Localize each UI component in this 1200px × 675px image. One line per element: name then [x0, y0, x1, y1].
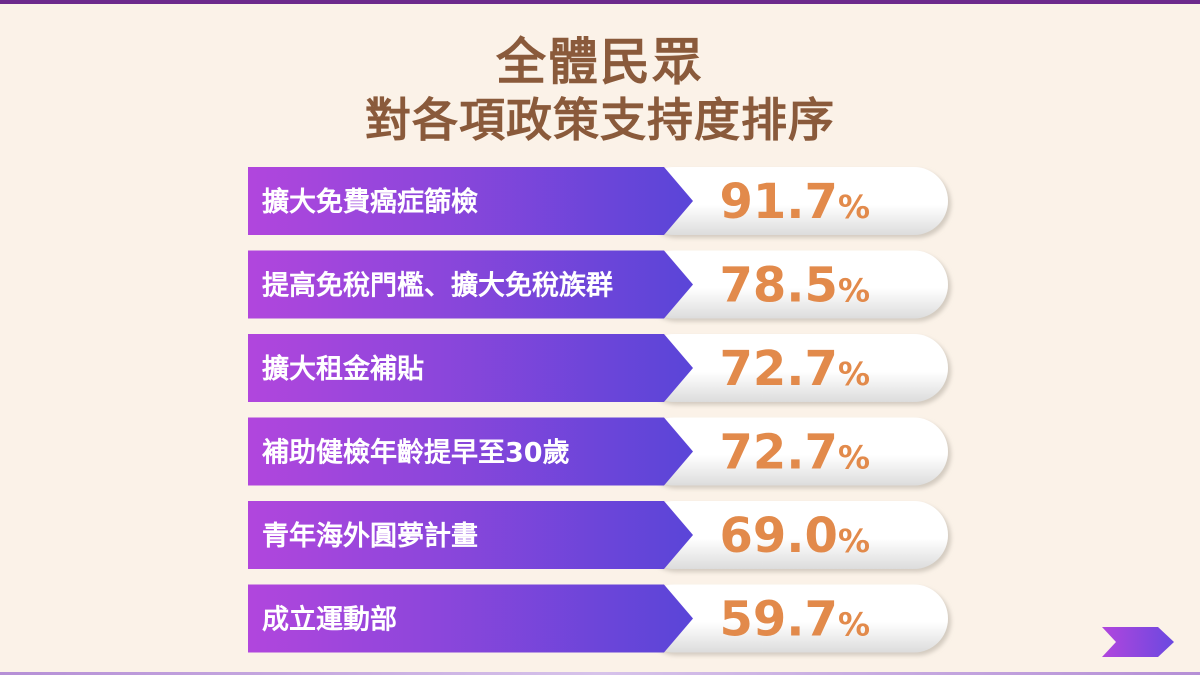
- policy-label-bar: [248, 584, 693, 653]
- policy-label-bar: [248, 501, 693, 569]
- percent-sign: %: [838, 439, 870, 477]
- percent-sign: %: [838, 188, 870, 226]
- percent-sign: %: [838, 272, 870, 310]
- policy-row: 青年海外圓夢計畫 69.0%: [248, 501, 948, 569]
- policy-label: 補助健檢年齡提早至30歲: [261, 437, 570, 469]
- policy-row: 提高免稅門檻、擴大免稅族群 78.5%: [248, 250, 948, 319]
- title-line-1: 全體民眾: [496, 33, 704, 91]
- value-pill: [640, 334, 948, 402]
- value-pill: [640, 501, 948, 569]
- bottom-accent-line: [0, 672, 1200, 675]
- policy-row: 擴大免費癌症篩檢 91.7%: [248, 167, 948, 235]
- policy-label: 擴大免費癌症篩檢: [262, 186, 478, 218]
- value-pill: [640, 417, 948, 486]
- policy-row: 擴大租金補貼 72.7%: [248, 334, 948, 402]
- percent-sign: %: [838, 355, 870, 393]
- value-pill: [640, 250, 948, 319]
- value-pill: [640, 167, 948, 235]
- policy-label-bar: [248, 334, 693, 402]
- percent-sign: %: [838, 522, 870, 560]
- top-accent-line: [0, 0, 1200, 4]
- policy-label: 提高免稅門檻、擴大免稅族群: [262, 270, 613, 302]
- policy-label-bar: [248, 167, 693, 235]
- policy-label-bar: [248, 250, 693, 319]
- next-arrow-icon[interactable]: [1100, 625, 1176, 659]
- title-line-2: 對各項政策支持度排序: [365, 93, 835, 147]
- policy-label: 青年海外圓夢計畫: [262, 520, 478, 552]
- policy-row: 補助健檢年齡提早至30歲 72.7%: [248, 417, 948, 486]
- policy-label-bar: [248, 417, 693, 486]
- policy-row: 成立運動部 59.7%: [248, 584, 948, 653]
- policy-label: 成立運動部: [262, 604, 397, 636]
- percent-sign: %: [838, 606, 870, 644]
- policy-label: 擴大租金補貼: [262, 353, 424, 385]
- value-pill: [640, 584, 948, 653]
